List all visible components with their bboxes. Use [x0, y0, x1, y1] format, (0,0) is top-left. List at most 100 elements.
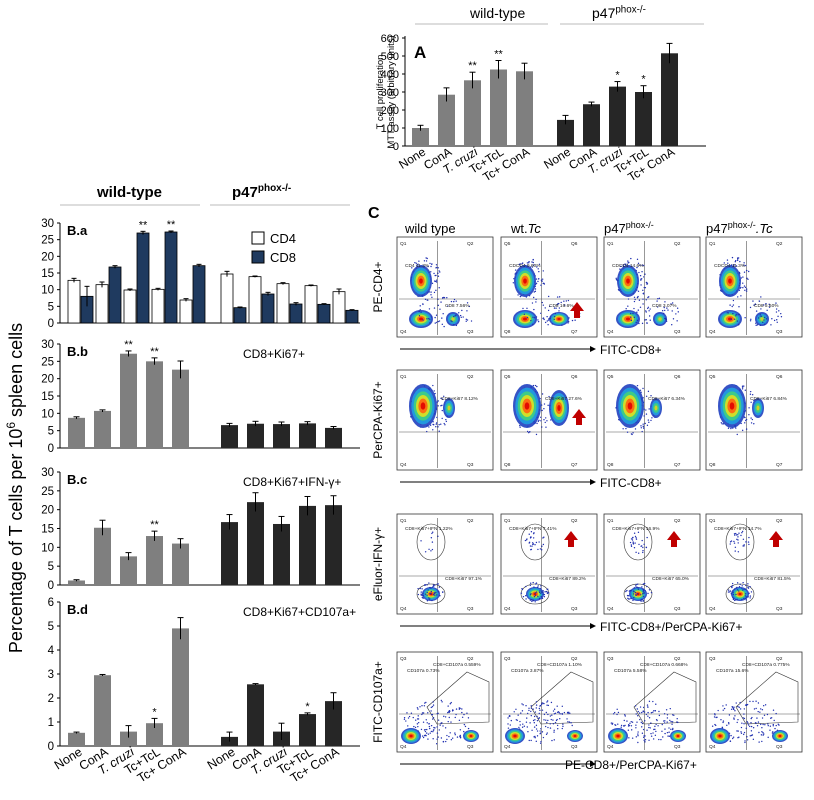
- flow-event: [406, 712, 408, 714]
- flow-event: [630, 597, 632, 600]
- flow-event: [738, 313, 740, 316]
- flow-quadrant-id: Q4: [504, 744, 511, 750]
- flow-population: [573, 735, 577, 737]
- flow-event: [730, 734, 732, 737]
- flow-event: [509, 724, 511, 726]
- flow-event: [556, 705, 558, 707]
- flow-event: [611, 723, 613, 725]
- flow-event: [742, 282, 744, 284]
- flow-event: [775, 724, 777, 727]
- flow-plot: Q1 Q2 Q3 Q4 CD4 11.3% CD8 7.56%: [396, 236, 494, 338]
- flow-event: [532, 537, 535, 539]
- flow-event: [431, 532, 433, 535]
- flow-event: [522, 595, 525, 598]
- b-bar: [299, 714, 316, 746]
- flow-event: [429, 424, 432, 426]
- b-bar: [248, 276, 262, 324]
- flow-event: [731, 305, 733, 308]
- flow-event: [631, 433, 633, 436]
- flow-event: [641, 430, 643, 433]
- flow-event: [780, 312, 782, 315]
- flow-event: [732, 591, 734, 594]
- flow-event: [445, 420, 448, 423]
- flow-event: [646, 585, 648, 588]
- flow-event: [733, 706, 735, 708]
- flow-event: [626, 594, 629, 597]
- flow-event: [533, 715, 536, 718]
- flow-event: [424, 734, 426, 736]
- b-ytick-label: 10: [41, 408, 54, 420]
- flow-event: [629, 722, 631, 725]
- b-significance: *: [152, 706, 157, 718]
- flow-event: [567, 721, 569, 723]
- b-ytick-label: 0: [48, 580, 54, 592]
- flow-event: [426, 591, 428, 594]
- flow-event: [610, 722, 613, 724]
- b-bar: [304, 285, 318, 324]
- flow-quadrant-id: Q3: [400, 656, 407, 662]
- flow-event: [514, 269, 517, 271]
- flow-event: [531, 599, 533, 601]
- flow-event: [632, 432, 634, 434]
- flow-event: [466, 712, 468, 714]
- flow-event: [465, 320, 467, 323]
- b-bar: [151, 288, 165, 324]
- flow-event: [736, 589, 739, 591]
- flow-event: [422, 712, 425, 714]
- flow-event: [637, 290, 640, 293]
- flow-gate: [623, 523, 653, 561]
- flow-event: [449, 703, 452, 705]
- flow-event: [537, 585, 539, 587]
- flow-event: [643, 264, 645, 267]
- flow-event: [625, 590, 627, 593]
- flow-quadrant-id: Q8: [709, 462, 716, 468]
- flow-event: [645, 319, 647, 321]
- flow-event: [750, 722, 752, 724]
- flow-event: [637, 262, 640, 265]
- flow-event: [630, 257, 632, 260]
- flow-event: [567, 321, 570, 323]
- flow-event: [454, 732, 456, 734]
- flow-event: [467, 717, 470, 719]
- flow-gate-label: CDCD4 9.60%: [509, 263, 541, 269]
- flow-event: [750, 717, 752, 720]
- flow-quadrant-id: Q4: [709, 744, 716, 750]
- flow-event: [420, 593, 422, 595]
- flow-event: [643, 736, 645, 739]
- flow-event: [733, 540, 735, 543]
- flow-event: [528, 709, 530, 712]
- flow-event: [551, 323, 554, 325]
- flow-quadrant-id: Q2: [571, 656, 578, 662]
- flow-event: [432, 730, 434, 733]
- flow-event: [658, 738, 660, 741]
- flow-event: [766, 309, 768, 312]
- flow-event: [671, 728, 674, 731]
- b-title: CD8+Ki67+CD107a+: [243, 605, 356, 619]
- flow-event: [650, 722, 652, 724]
- flow-population: [523, 278, 527, 284]
- flow-event: [453, 324, 455, 326]
- flow-event: [647, 706, 649, 708]
- flow-event: [405, 720, 407, 722]
- flow-population: [728, 278, 732, 284]
- flow-event: [645, 299, 647, 301]
- flow-event: [530, 548, 533, 551]
- flow-event: [636, 319, 639, 322]
- flow-event: [528, 431, 530, 434]
- flow-plot-frame: [603, 513, 701, 615]
- flow-event: [772, 731, 774, 733]
- flow-event: [722, 720, 725, 722]
- flow-event: [437, 719, 440, 721]
- flow-event: [728, 723, 730, 725]
- flow-event: [426, 728, 428, 731]
- flow-event: [430, 590, 433, 593]
- flow-event: [534, 384, 537, 387]
- flow-event: [519, 295, 522, 298]
- flow-event: [744, 422, 746, 424]
- flow-event: [646, 282, 649, 285]
- flow-event: [749, 597, 751, 599]
- flow-event: [652, 738, 655, 740]
- flow-event: [435, 743, 438, 745]
- flow-event: [658, 297, 661, 300]
- flow-event: [737, 542, 739, 544]
